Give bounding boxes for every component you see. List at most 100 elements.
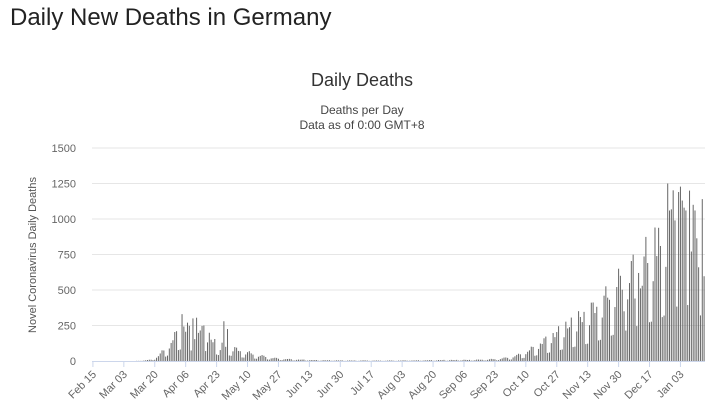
bar: [277, 358, 279, 361]
bar: [276, 357, 278, 361]
bar: [163, 350, 165, 361]
bar: [207, 342, 209, 361]
bar: [285, 359, 287, 361]
bar: [185, 331, 187, 361]
bar: [627, 299, 629, 361]
bar: [376, 360, 378, 361]
bar: [687, 305, 689, 361]
bar: [152, 360, 154, 361]
bar: [181, 314, 183, 361]
bar: [638, 272, 640, 361]
x-tick-label: Jul 17: [348, 369, 377, 398]
bar: [232, 351, 234, 361]
bar: [508, 359, 510, 361]
bar: [563, 337, 565, 361]
bar: [179, 349, 181, 361]
bar: [239, 351, 241, 361]
bar: [425, 360, 427, 361]
bar: [703, 276, 705, 361]
bar: [250, 353, 252, 361]
bar: [361, 360, 363, 361]
bar: [503, 357, 505, 361]
bar: [430, 360, 432, 361]
bar: [672, 190, 674, 361]
bar: [607, 297, 609, 361]
bar: [316, 360, 318, 361]
bar: [267, 359, 269, 361]
bar: [263, 355, 265, 361]
bar: [301, 359, 303, 361]
bar: [245, 354, 247, 361]
bar: [530, 346, 532, 361]
bar: [639, 288, 641, 361]
x-tick-label: Aug 03: [375, 369, 408, 402]
bar: [157, 356, 159, 361]
chart-subtitle-line-1: Deaths per Day: [320, 103, 403, 117]
bar: [348, 360, 350, 361]
bar: [183, 326, 185, 361]
bar: [308, 360, 310, 361]
bar: [223, 321, 225, 361]
bar: [390, 360, 392, 361]
bar: [599, 339, 601, 361]
bar: [581, 322, 583, 361]
bar: [519, 354, 521, 361]
bar: [323, 360, 325, 361]
bar: [154, 359, 156, 361]
bar: [177, 350, 179, 361]
bar: [454, 360, 456, 361]
bar: [465, 359, 467, 361]
bar: [510, 359, 512, 361]
bar: [623, 311, 625, 361]
bar: [629, 283, 631, 361]
bar: [532, 346, 534, 361]
bar: [257, 356, 259, 361]
bar: [505, 357, 507, 361]
bar: [448, 360, 450, 361]
bar: [561, 349, 563, 361]
bar: [336, 360, 338, 361]
bar: [614, 307, 616, 361]
bar: [296, 359, 298, 361]
bar: [656, 256, 658, 361]
x-tick-label: Jun 30: [315, 369, 347, 401]
bar: [679, 186, 681, 361]
bar: [287, 359, 289, 361]
bar: [523, 357, 525, 361]
bar: [148, 359, 150, 361]
bar: [536, 355, 538, 361]
bar: [416, 360, 418, 361]
x-tick-label: Aug 20: [406, 369, 439, 402]
bar: [674, 220, 676, 361]
bar: [203, 325, 205, 361]
bar: [234, 347, 236, 361]
page-heading: Daily New Deaths in Germany: [10, 4, 332, 31]
bar: [630, 261, 632, 361]
bar: [212, 342, 214, 361]
bar: [268, 359, 270, 361]
bar: [568, 327, 570, 361]
grid-lines: [92, 147, 705, 326]
bar: [441, 360, 443, 361]
bar: [512, 357, 514, 361]
bar: [156, 357, 158, 361]
bar: [214, 338, 216, 361]
x-tick-label: Dec 17: [623, 369, 656, 402]
bar: [192, 318, 194, 361]
bar: [321, 360, 323, 361]
bar: [572, 347, 574, 361]
bar: [498, 360, 500, 361]
bar: [592, 302, 594, 361]
bar: [698, 267, 700, 361]
x-tick-label: Sep 23: [468, 369, 501, 402]
bar: [170, 342, 172, 361]
bar: [696, 238, 698, 361]
bar: [339, 360, 341, 361]
bar: [576, 331, 578, 361]
chart-subtitle-line-2: Data as of 0:00 GMT+8: [299, 118, 424, 132]
y-tick-label: 1250: [52, 179, 76, 191]
bar: [494, 359, 496, 361]
bar: [283, 359, 285, 361]
bar: [625, 330, 627, 361]
bar: [574, 346, 576, 361]
